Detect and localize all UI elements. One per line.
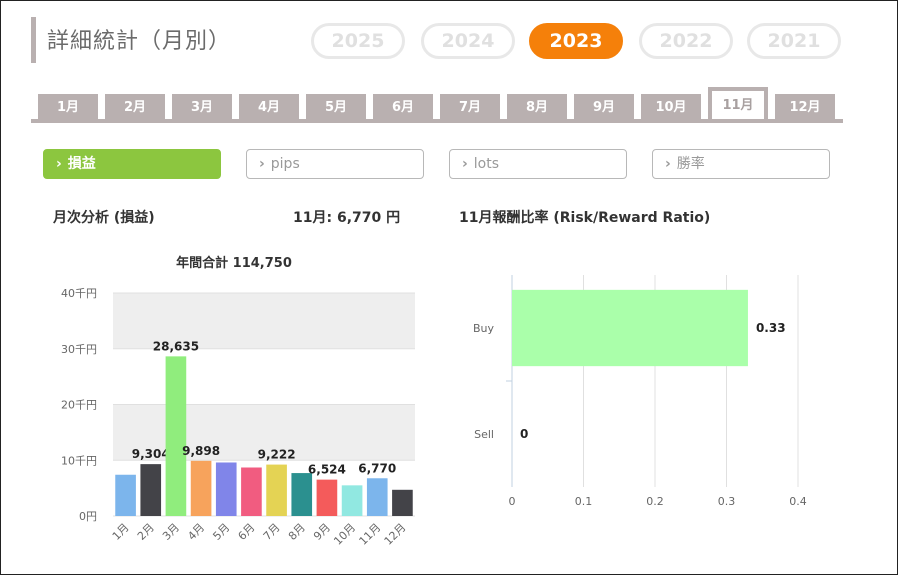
- y-tick-label: 20千円: [61, 399, 97, 412]
- tab-month-3[interactable]: 3月: [172, 94, 232, 121]
- plot-band: [113, 293, 415, 349]
- x-tick-label: 4月: [185, 521, 207, 543]
- x-tick-label: 0.3: [718, 495, 736, 508]
- tab-month-8[interactable]: 8月: [507, 94, 567, 121]
- bar-5[interactable]: [215, 462, 237, 516]
- year-2024-button[interactable]: 2024: [421, 23, 515, 59]
- title-accent-bar: [31, 17, 36, 63]
- year-2025-button[interactable]: 2025: [311, 23, 405, 59]
- month-summary: 11月: 6,770 円: [293, 210, 401, 226]
- bar-buy[interactable]: [512, 289, 748, 367]
- metric-pips-button[interactable]: › pips: [246, 149, 424, 179]
- y-tick-label: 0円: [79, 510, 97, 523]
- y-tick-label: 30千円: [61, 343, 97, 356]
- metric-label: 勝率: [676, 156, 705, 172]
- x-tick-label: 0.4: [789, 495, 807, 508]
- chevron-right-icon: ›: [462, 156, 468, 172]
- x-tick-label: 2月: [135, 521, 157, 543]
- month-tabs-baseline: [31, 119, 843, 123]
- x-tick-label: 1月: [110, 521, 132, 543]
- chart-title: 年間合計 114,750: [176, 255, 292, 271]
- bar-value-label: 6,524: [308, 463, 346, 477]
- tab-month-10[interactable]: 10月: [641, 94, 701, 121]
- y-tick-label: 10千円: [61, 454, 97, 467]
- tab-month-12[interactable]: 12月: [775, 94, 835, 121]
- x-tick-label: 5月: [210, 521, 232, 543]
- risk-reward-chart: 0 0.1 0.2 0.3 0.4 Buy 0.33 Sell 0: [473, 275, 807, 508]
- x-tick-label: 0.1: [575, 495, 593, 508]
- metric-lots-button[interactable]: › lots: [449, 149, 627, 179]
- year-2022-button[interactable]: 2022: [639, 23, 733, 59]
- bar-4[interactable]: [190, 460, 212, 516]
- x-tick-label: 6月: [236, 521, 258, 543]
- x-tick-label: 7月: [261, 521, 283, 543]
- bar-value-label: 9,222: [258, 448, 296, 462]
- tab-month-6[interactable]: 6月: [373, 94, 433, 121]
- risk-reward-heading: 11月報酬比率 (Risk/Reward Ratio): [459, 210, 711, 226]
- x-tick-label: 0.2: [646, 495, 664, 508]
- y-tick-label: Sell: [474, 428, 494, 441]
- bar-9[interactable]: [316, 479, 338, 516]
- tab-month-2[interactable]: 2月: [105, 94, 165, 121]
- bar-8[interactable]: [291, 473, 313, 516]
- x-tick-label: 9月: [311, 521, 333, 543]
- bar-12[interactable]: [392, 489, 413, 516]
- chevron-right-icon: ›: [56, 156, 62, 172]
- bar-10[interactable]: [341, 485, 363, 516]
- bar-value-label: 28,635: [153, 339, 199, 353]
- bar-11[interactable]: [366, 478, 388, 516]
- bar-1[interactable]: [115, 474, 136, 516]
- x-tick-label: 10月: [331, 521, 358, 548]
- x-tick-label: 0: [509, 495, 516, 508]
- year-2023-button[interactable]: 2023: [529, 23, 623, 59]
- bar-7[interactable]: [266, 464, 287, 516]
- tab-month-11[interactable]: 11月: [708, 87, 768, 123]
- metric-label: pips: [270, 156, 300, 172]
- page-title: 詳細統計（月別）: [47, 29, 232, 54]
- bar-value-label: 9,304: [132, 447, 170, 461]
- chevron-right-icon: ›: [259, 156, 265, 172]
- tab-month-9[interactable]: 9月: [574, 94, 634, 121]
- tab-month-4[interactable]: 4月: [239, 94, 299, 121]
- metric-profit-button[interactable]: › 損益: [43, 149, 221, 179]
- monthly-analysis-heading: 月次分析 (損益): [53, 210, 155, 226]
- tab-month-7[interactable]: 7月: [440, 94, 500, 121]
- bar-2[interactable]: [140, 464, 162, 516]
- y-tick-label: 40千円: [61, 287, 97, 300]
- metric-label: lots: [473, 156, 500, 172]
- tab-month-1[interactable]: 1月: [38, 94, 98, 121]
- metric-winrate-button[interactable]: › 勝率: [652, 149, 830, 179]
- bar-6[interactable]: [241, 467, 262, 516]
- chevron-right-icon: ›: [665, 156, 671, 172]
- bar-3[interactable]: [165, 356, 187, 516]
- x-tick-label: 11月: [357, 521, 384, 548]
- bar-value-label: 6,770: [358, 461, 396, 475]
- x-tick-label: 8月: [286, 521, 308, 543]
- monthly-pl-chart: 年間合計 114,750 0円 10千円 20千円 30千円 40千円 1月 9,304 2月 2…: [61, 255, 415, 548]
- x-tick-label: 3月: [160, 521, 182, 543]
- plot-band: [113, 404, 415, 461]
- metric-label: 損益: [67, 156, 96, 172]
- bar-value-label: 0.33: [756, 321, 786, 335]
- year-2021-button[interactable]: 2021: [747, 23, 841, 59]
- tab-month-5[interactable]: 5月: [306, 94, 366, 121]
- bar-value-label: 9,898: [182, 444, 220, 458]
- y-tick-label: Buy: [473, 322, 495, 335]
- x-tick-label: 12月: [382, 521, 409, 548]
- bar-value-label: 0: [520, 427, 528, 441]
